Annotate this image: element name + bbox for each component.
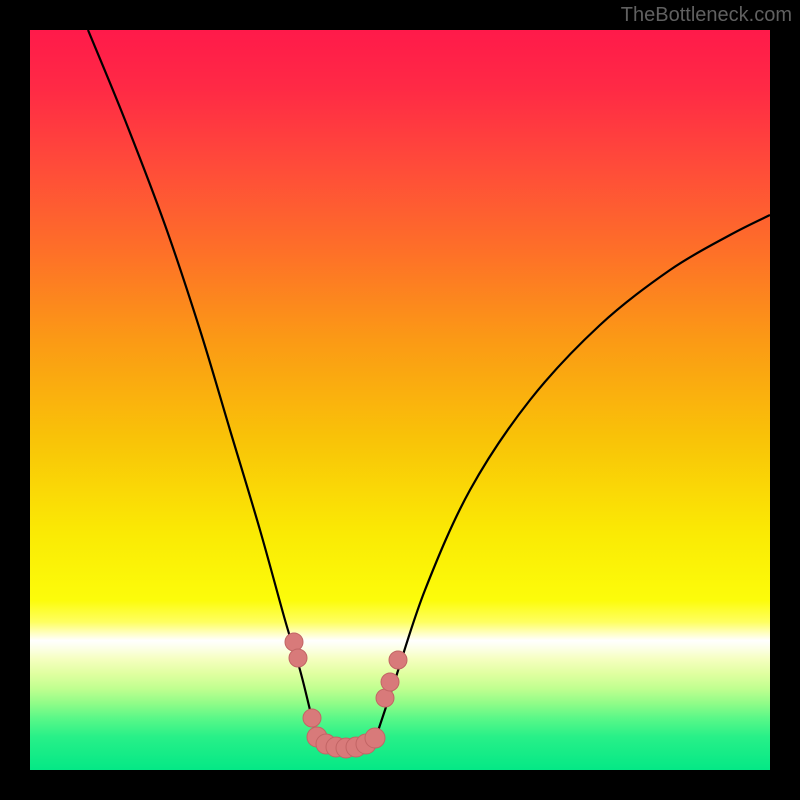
marker-dot	[365, 728, 385, 748]
marker-dot	[376, 689, 394, 707]
marker-dot	[381, 673, 399, 691]
plot-area	[30, 30, 770, 770]
marker-dot	[303, 709, 321, 727]
marker-dot	[285, 633, 303, 651]
watermark-text: TheBottleneck.com	[621, 4, 792, 27]
marker-dots	[285, 633, 407, 758]
left-curve	[88, 30, 317, 740]
marker-dot	[389, 651, 407, 669]
right-curve	[375, 215, 770, 740]
curve-layer	[30, 30, 770, 770]
marker-dot	[289, 649, 307, 667]
